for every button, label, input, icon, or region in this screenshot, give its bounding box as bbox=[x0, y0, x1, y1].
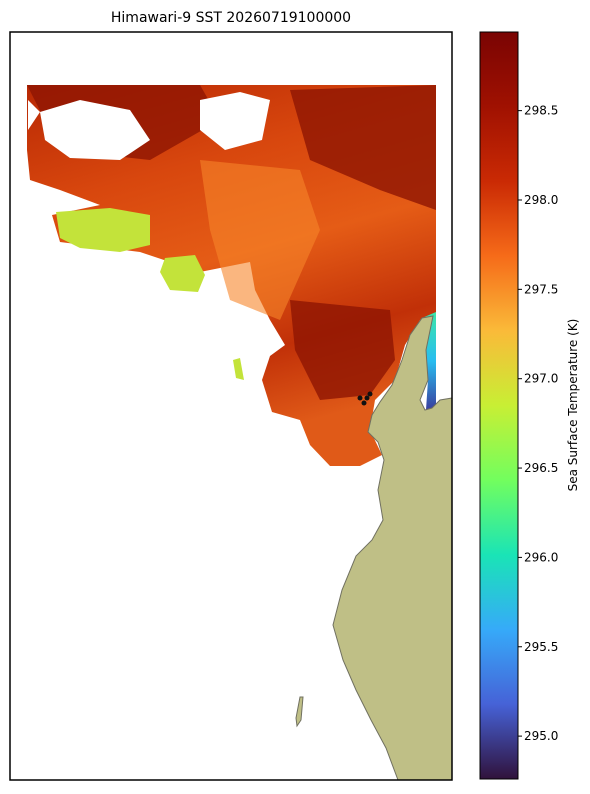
warm-core bbox=[27, 85, 436, 400]
map-title: Himawari-9 SST 20260719100000 bbox=[111, 10, 351, 26]
no-data bbox=[28, 92, 270, 160]
colorbar-tick-label: 296.0 bbox=[524, 550, 558, 564]
marker bbox=[357, 395, 363, 401]
colorbar-scale bbox=[479, 31, 519, 780]
colorbar-tick-label: 295.5 bbox=[524, 640, 558, 654]
island bbox=[295, 696, 304, 728]
colorbar-tick-label: 297.0 bbox=[524, 372, 558, 386]
warm-edge bbox=[200, 160, 320, 320]
map-frame bbox=[9, 31, 453, 781]
markers bbox=[357, 391, 373, 406]
land bbox=[332, 315, 453, 781]
marker bbox=[361, 400, 367, 406]
marker bbox=[364, 395, 370, 401]
map bbox=[9, 31, 453, 781]
colorbar-tick-label: 298.5 bbox=[524, 104, 558, 118]
colorbar: Sea Surface Temperature (K) 295.0 295.5 29… bbox=[479, 31, 580, 780]
marker bbox=[367, 391, 373, 397]
colorbar-tick-label: 298.0 bbox=[524, 193, 558, 207]
colorbar-tick-label: 296.5 bbox=[524, 461, 558, 475]
colorbar-tick-label: 295.0 bbox=[524, 729, 558, 743]
cool-patch bbox=[56, 208, 244, 380]
colorbar-tick-label: 297.5 bbox=[524, 282, 558, 296]
colorbar-label: Sea Surface Temperature (K) bbox=[566, 319, 580, 492]
